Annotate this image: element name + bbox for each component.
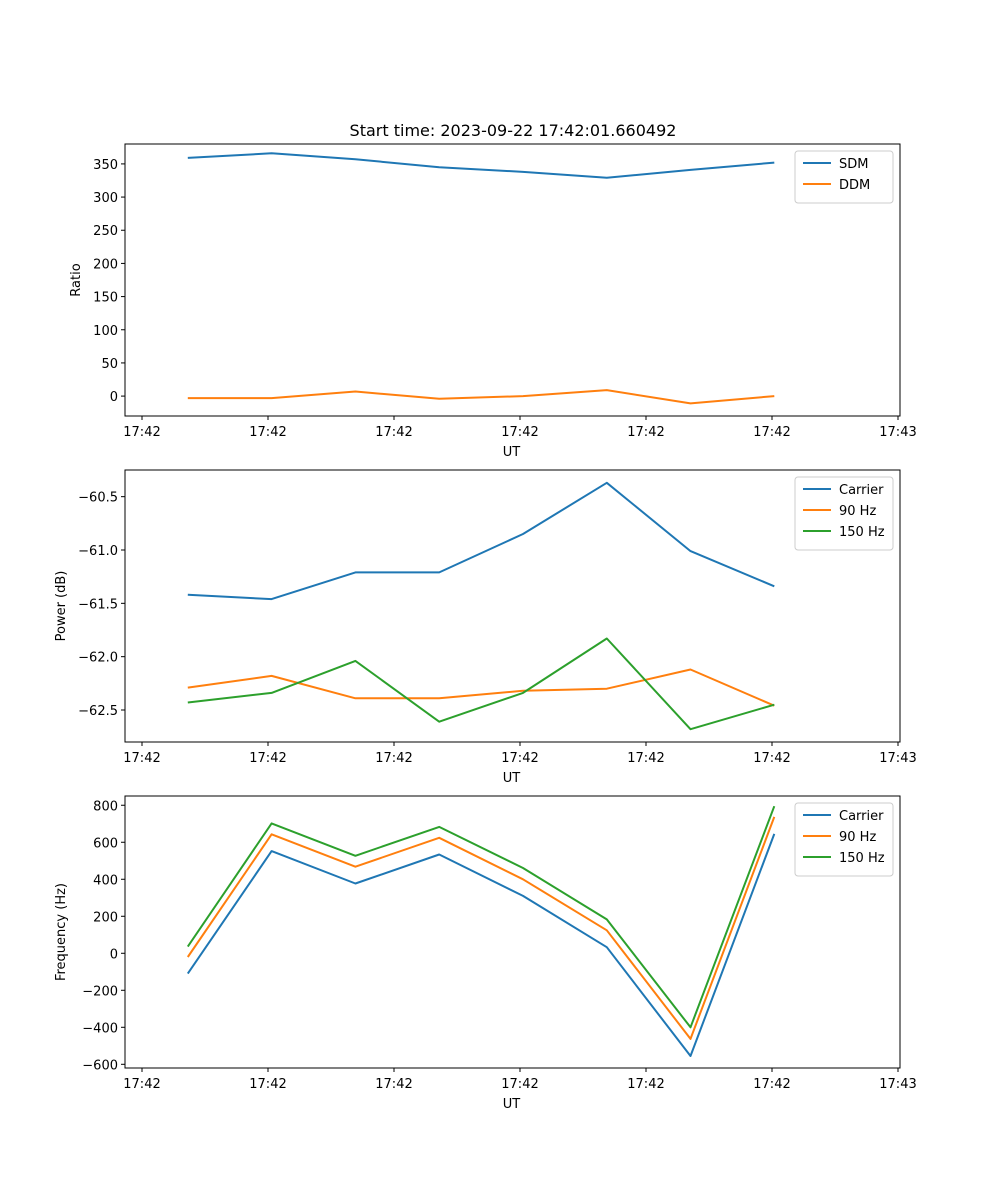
y-tick-label: 350: [93, 158, 118, 173]
legend-label: SDM: [839, 157, 868, 172]
x-tick-label: 17:42: [249, 425, 286, 440]
y-tick-label: −62.5: [78, 704, 118, 719]
legend-label: DDM: [839, 178, 870, 193]
y-tick-label: 250: [93, 224, 118, 239]
x-tick-label: 17:42: [123, 1077, 160, 1092]
series-line-carrier: [186, 833, 776, 1057]
x-tick-label: 17:42: [249, 1077, 286, 1092]
series-line-90-hz: [186, 816, 776, 1040]
axes-frame: [124, 469, 901, 743]
y-tick-label: −62.0: [78, 651, 118, 666]
y-tick-label: 0: [110, 390, 118, 405]
x-axis-label: UT: [503, 771, 521, 786]
x-tick-label: 17:42: [501, 1077, 538, 1092]
figure-title: Start time: 2023-09-22 17:42:01.660492: [350, 121, 677, 140]
x-tick-label: 17:42: [123, 425, 160, 440]
x-tick-label: 17:43: [879, 1077, 916, 1092]
y-tick-label: 50: [101, 357, 118, 372]
x-tick-label: 17:42: [627, 1077, 664, 1092]
legend-label: 90 Hz: [839, 830, 876, 845]
series-line-150-hz: [187, 637, 775, 731]
x-tick-label: 17:42: [501, 751, 538, 766]
series-line-carrier: [187, 481, 775, 601]
x-tick-label: 17:42: [627, 425, 664, 440]
series-line-sdm: [187, 152, 775, 179]
y-tick-label: −600: [82, 1058, 118, 1073]
x-tick-label: 17:42: [627, 751, 664, 766]
x-tick-label: 17:42: [375, 751, 412, 766]
x-tick-label: 17:42: [249, 751, 286, 766]
chart-panel-1: 17:42 17:42 17:42 17:42 17:42 17:42 17:43 0 50 10…: [69, 143, 917, 460]
chart-panel-3: 17:42 17:42 17:42 17:42 17:42 17:42 17:43 −600 −…: [54, 795, 917, 1112]
x-tick-label: 17:42: [753, 751, 790, 766]
y-tick-label: 150: [93, 291, 118, 306]
axes-frame: [124, 143, 901, 417]
series-line-150-hz: [186, 805, 776, 1029]
x-axis-label: UT: [503, 445, 521, 460]
y-axis-label: Ratio: [69, 263, 84, 296]
x-tick-label: 17:43: [879, 425, 916, 440]
y-tick-label: −60.5: [78, 491, 118, 506]
legend-label: 150 Hz: [839, 851, 885, 866]
chart-panel-2: 17:42 17:42 17:42 17:42 17:42 17:42 17:43 −62.5…: [54, 469, 917, 786]
x-tick-label: 17:42: [123, 751, 160, 766]
legend-label: 90 Hz: [839, 504, 876, 519]
x-tick-label: 17:42: [753, 425, 790, 440]
y-tick-label: 200: [93, 910, 118, 925]
y-tick-label: −61.0: [78, 544, 118, 559]
legend-label: 150 Hz: [839, 525, 885, 540]
y-axis-label: Frequency (Hz): [54, 883, 69, 981]
y-tick-label: −61.5: [78, 597, 118, 612]
x-tick-label: 17:43: [879, 751, 916, 766]
y-tick-label: 100: [93, 324, 118, 339]
y-tick-label: 600: [93, 836, 118, 851]
legend: SDM DDM: [794, 150, 894, 204]
y-tick-label: −400: [82, 1021, 118, 1036]
series-line-90-hz: [187, 668, 775, 707]
x-tick-label: 17:42: [753, 1077, 790, 1092]
legend-label: Carrier: [839, 809, 884, 824]
y-tick-label: −200: [82, 984, 118, 999]
x-tick-label: 17:42: [375, 1077, 412, 1092]
y-tick-label: 200: [93, 257, 118, 272]
x-axis-label: UT: [503, 1097, 521, 1112]
y-tick-label: 400: [93, 873, 118, 888]
y-tick-label: 0: [110, 947, 118, 962]
series-line-ddm: [187, 389, 775, 405]
panels: 17:42 17:42 17:42 17:42 17:42 17:42 17:43 0 50 10…: [54, 143, 917, 1112]
y-tick-label: 300: [93, 191, 118, 206]
legend-label: Carrier: [839, 483, 884, 498]
y-tick-label: 800: [93, 799, 118, 814]
y-axis-label: Power (dB): [54, 571, 69, 642]
x-tick-label: 17:42: [501, 425, 538, 440]
legend: Carrier 90 Hz 150 Hz: [794, 476, 894, 551]
legend: Carrier 90 Hz 150 Hz: [794, 802, 894, 877]
x-tick-label: 17:42: [375, 425, 412, 440]
axes-frame: [124, 795, 901, 1069]
